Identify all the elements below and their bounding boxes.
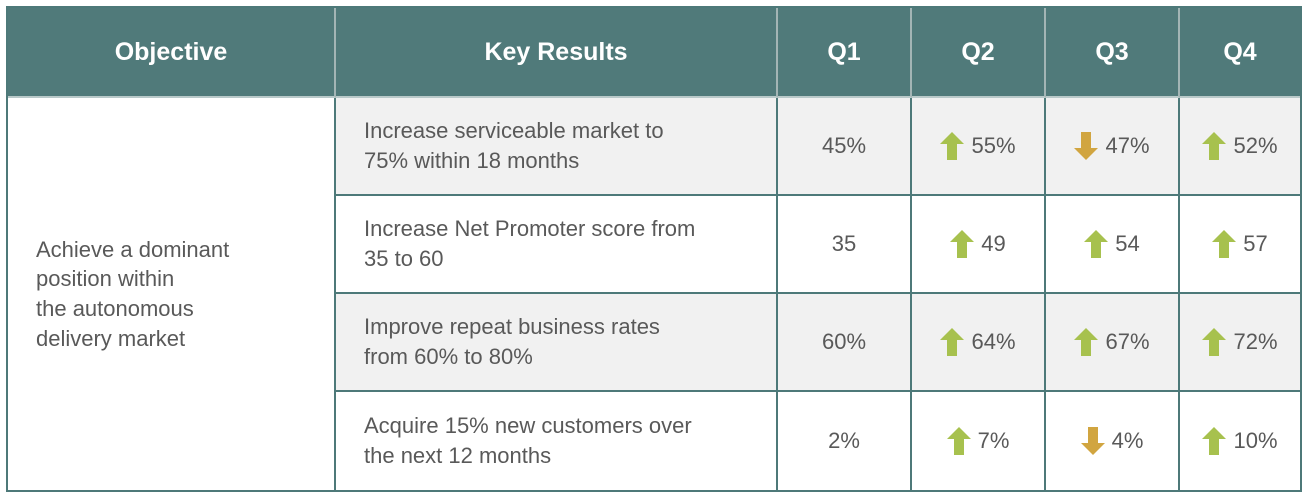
header-q2: Q2 — [912, 8, 1046, 98]
q2-value: 7% — [977, 428, 1010, 453]
key-result-cell: Increase serviceable market to 75% withi… — [336, 98, 778, 196]
objective-cell: Achieve a dominant position within the a… — [8, 98, 336, 490]
q3-value-cell: 4% — [1046, 392, 1180, 490]
trend-arrow-icon — [940, 132, 965, 160]
q4-value-cell: 72% — [1180, 294, 1300, 392]
trend-arrow-icon — [1084, 230, 1109, 258]
q3-value-cell: 54 — [1046, 196, 1180, 294]
header-q4: Q4 — [1180, 8, 1300, 98]
q1-value-cell: 45% — [778, 98, 912, 196]
q3-value-cell: 67% — [1046, 294, 1180, 392]
q1-value: 2% — [828, 428, 860, 453]
header-q1-label: Q1 — [827, 37, 861, 66]
q1-value: 60% — [821, 329, 867, 354]
trend-arrow-icon — [1212, 230, 1237, 258]
q3-value: 47% — [1105, 133, 1150, 158]
header-key-results-label: Key Results — [484, 37, 628, 66]
header-q4-label: Q4 — [1223, 37, 1257, 66]
q3-value: 67% — [1105, 329, 1150, 354]
q1-value-cell: 60% — [778, 294, 912, 392]
q4-value: 57 — [1243, 231, 1268, 256]
q4-value: 52% — [1233, 133, 1278, 158]
q3-value-cell: 47% — [1046, 98, 1180, 196]
trend-arrow-icon — [940, 328, 965, 356]
q2-value: 64% — [971, 329, 1016, 354]
q3-value: 4% — [1111, 428, 1144, 453]
q4-value-cell: 57 — [1180, 196, 1300, 294]
trend-arrow-icon — [946, 427, 971, 455]
q3-value: 54 — [1115, 231, 1140, 256]
header-q3-label: Q3 — [1095, 37, 1129, 66]
trend-arrow-icon — [1202, 427, 1227, 455]
q1-value-cell: 2% — [778, 392, 912, 490]
q2-value: 49 — [981, 231, 1006, 256]
key-result-cell: Improve repeat business rates from 60% t… — [336, 294, 778, 392]
header-objective-label: Objective — [114, 37, 228, 66]
key-result-cell: Acquire 15% new customers over the next … — [336, 392, 778, 490]
q2-value-cell: 7% — [912, 392, 1046, 490]
trend-arrow-icon — [1074, 328, 1099, 356]
trend-arrow-icon — [1080, 427, 1105, 455]
q1-value: 35 — [831, 231, 857, 256]
trend-arrow-icon — [1202, 132, 1227, 160]
q2-value-cell: 64% — [912, 294, 1046, 392]
q2-value: 55% — [971, 133, 1016, 158]
header-q1: Q1 — [778, 8, 912, 98]
key-result-cell: Increase Net Promoter score from 35 to 6… — [336, 196, 778, 294]
q2-value-cell: 55% — [912, 98, 1046, 196]
q4-value: 10% — [1233, 428, 1278, 453]
q1-value: 45% — [821, 133, 867, 158]
q1-value-cell: 35 — [778, 196, 912, 294]
trend-arrow-icon — [1202, 328, 1227, 356]
header-q3: Q3 — [1046, 8, 1180, 98]
okr-table: Objective Key Results Q1 Q2 Q3 Q4 Achiev… — [6, 6, 1302, 492]
header-q2-label: Q2 — [961, 37, 995, 66]
trend-arrow-icon — [1074, 132, 1099, 160]
q4-value-cell: 10% — [1180, 392, 1300, 490]
trend-arrow-icon — [950, 230, 975, 258]
header-objective: Objective — [8, 8, 336, 98]
q4-value-cell: 52% — [1180, 98, 1300, 196]
q2-value-cell: 49 — [912, 196, 1046, 294]
header-key-results: Key Results — [336, 8, 778, 98]
q4-value: 72% — [1233, 329, 1278, 354]
